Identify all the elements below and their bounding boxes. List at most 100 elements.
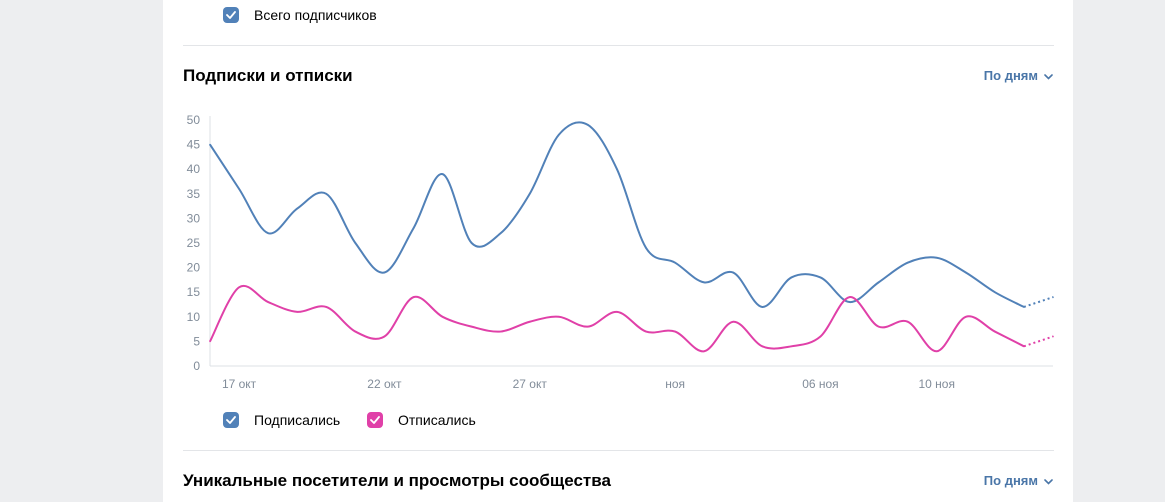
section-title-visitors: Уникальные посетители и просмотры сообще…	[183, 471, 611, 490]
data-point-unsubscribed	[761, 345, 764, 348]
series-line-subscribed	[209, 121, 1025, 308]
data-point-unsubscribed	[267, 301, 269, 303]
data-point-unsubscribed	[703, 350, 705, 353]
period-dropdown-subscriptions[interactable]: По дням	[984, 68, 1053, 83]
data-point-subscribed	[354, 242, 357, 244]
data-point-subscribed	[964, 271, 967, 274]
data-point-subscribed	[587, 124, 589, 126]
y-tick-label: 0	[193, 359, 200, 373]
data-point-unsubscribed	[296, 311, 299, 313]
y-tick-label: 5	[193, 334, 200, 348]
data-point-unsubscribed	[499, 330, 502, 333]
data-point-subscribed	[906, 261, 909, 264]
period-dropdown-label: По дням	[983, 473, 1038, 488]
x-tick-label: 06 ноя	[802, 377, 838, 391]
data-point-subscribed	[499, 232, 502, 234]
data-point-subscribed	[935, 256, 938, 259]
data-point-subscribed	[703, 281, 705, 284]
data-point-subscribed	[790, 276, 793, 279]
data-point-unsubscribed	[877, 325, 880, 328]
y-tick-label: 20	[187, 261, 201, 275]
data-point-subscribed	[616, 168, 618, 170]
data-point-subscribed	[209, 143, 211, 146]
period-dropdown-visitors[interactable]: По дням	[984, 473, 1053, 488]
data-point-subscribed	[238, 188, 240, 190]
data-point-unsubscribed	[645, 330, 647, 333]
y-tick-label: 35	[187, 187, 201, 201]
subscriptions-line-chart: 0 5 10 15 20 25 30 35 40 45 50 17 окт 22 окт 27 окт но…	[187, 113, 1054, 391]
data-point-subscribed	[441, 173, 444, 175]
data-point-subscribed	[674, 261, 676, 264]
y-tick-label: 10	[187, 310, 201, 324]
data-point-unsubscribed	[209, 340, 211, 343]
period-dropdown-label: По дням	[983, 68, 1038, 83]
data-point-subscribed	[819, 276, 822, 279]
section-divider	[183, 450, 1054, 451]
x-tick-label: 17 окт	[222, 377, 257, 391]
data-point-subscribed	[877, 281, 880, 284]
y-tick-label: 50	[187, 113, 201, 127]
x-tick-label: ноя	[665, 377, 685, 391]
data-point-subscribed	[383, 271, 386, 274]
x-tick-label: 22 окт	[367, 377, 402, 391]
data-point-subscribed	[267, 232, 269, 234]
data-point-unsubscribed	[819, 335, 822, 338]
data-point-unsubscribed	[354, 330, 357, 333]
data-point-subscribed	[528, 193, 531, 195]
legend-label-total-subscribers: Всего подписчиков	[254, 7, 377, 23]
legend-item-subscribed[interactable]: Подписались	[223, 412, 340, 428]
x-tick-label: 10 ноя	[918, 377, 954, 391]
data-point-unsubscribed	[935, 350, 938, 353]
checkbox-checked-icon[interactable]	[223, 7, 239, 23]
chevron-down-icon	[1044, 473, 1053, 488]
data-point-unsubscribed	[674, 330, 676, 333]
data-point-subscribed	[1023, 306, 1025, 308]
series-line-unsubscribed	[209, 284, 1025, 353]
data-point-unsubscribed	[848, 296, 851, 298]
legend-label-subscribed: Подписались	[254, 412, 341, 428]
legend-label-unsubscribed: Отписались	[398, 412, 476, 428]
data-point-subscribed	[994, 291, 996, 294]
data-point-unsubscribed	[383, 335, 386, 338]
y-tick-label: 30	[187, 211, 201, 225]
y-tick-label: 45	[187, 138, 201, 152]
data-point-subscribed	[645, 247, 647, 249]
data-point-subscribed	[325, 193, 328, 195]
data-point-subscribed	[558, 133, 560, 136]
data-point-subscribed	[761, 306, 764, 308]
data-point-unsubscribed	[587, 325, 589, 328]
series-projection-unsubscribed	[1023, 335, 1054, 348]
y-tick-label: 15	[187, 285, 201, 299]
data-point-subscribed	[470, 242, 473, 244]
chevron-down-icon	[1044, 68, 1053, 83]
section-title-subscriptions: Подписки и отписки	[183, 66, 353, 85]
data-point-unsubscribed	[325, 306, 328, 308]
y-tick-label: 40	[187, 162, 201, 176]
series-projection-subscribed	[1023, 296, 1054, 308]
stats-card: Всего подписчиков Подписки и отписки По …	[163, 0, 1073, 502]
data-point-unsubscribed	[412, 296, 415, 298]
data-point-unsubscribed	[1023, 345, 1025, 348]
data-point-unsubscribed	[616, 311, 618, 313]
checkbox-checked-icon[interactable]	[367, 412, 383, 428]
data-point-unsubscribed	[732, 320, 735, 323]
checkbox-checked-icon[interactable]	[223, 412, 239, 428]
data-point-subscribed	[1052, 296, 1054, 298]
data-point-unsubscribed	[558, 316, 560, 318]
legend-item-total-subscribers[interactable]: Всего подписчиков	[223, 7, 377, 23]
data-point-subscribed	[296, 207, 299, 210]
data-point-unsubscribed	[528, 320, 531, 323]
data-point-unsubscribed	[238, 286, 240, 289]
data-point-unsubscribed	[964, 316, 967, 318]
data-point-unsubscribed	[994, 330, 996, 333]
data-point-subscribed	[412, 227, 415, 230]
legend-item-unsubscribed[interactable]: Отписались	[367, 412, 476, 428]
y-tick-label: 25	[187, 236, 201, 250]
x-tick-label: 27 окт	[513, 377, 548, 391]
section-divider	[183, 45, 1054, 46]
data-point-unsubscribed	[441, 316, 444, 318]
data-point-unsubscribed	[906, 320, 909, 323]
data-point-unsubscribed	[470, 325, 473, 328]
data-point-unsubscribed	[1052, 335, 1054, 338]
data-point-subscribed	[732, 271, 735, 274]
